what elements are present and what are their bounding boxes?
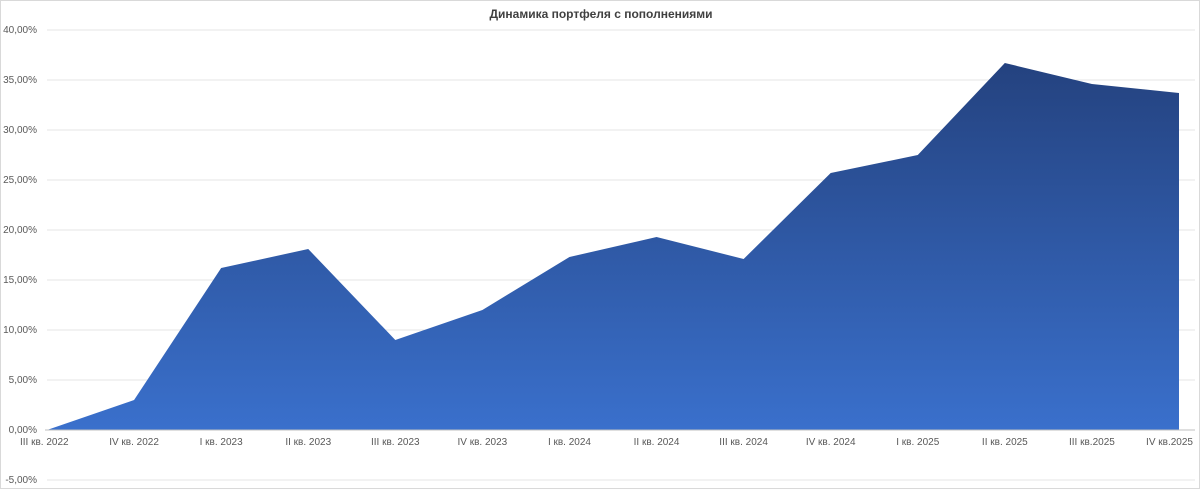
- x-tick-label: IV кв.2025: [1146, 437, 1193, 448]
- chart-title: Динамика портфеля с пополнениями: [489, 7, 713, 21]
- x-tick-label: I кв. 2025: [896, 437, 939, 448]
- y-tick-label: 35,00%: [3, 75, 37, 86]
- x-tick-label: I кв. 2023: [200, 437, 243, 448]
- y-tick-label: 20,00%: [3, 225, 37, 236]
- y-tick-label: 25,00%: [3, 175, 37, 186]
- x-tick-label: I кв. 2024: [548, 437, 591, 448]
- x-tick-label: IV кв. 2022: [109, 437, 159, 448]
- x-tick-label: III кв. 2023: [371, 437, 420, 448]
- x-tick-label: III кв. 2022: [20, 437, 69, 448]
- area-series: [47, 63, 1179, 430]
- y-axis-tick-labels: -5,00% 0,00% 5,00% 10,00% 15,00% 20,00% 25,00%…: [3, 25, 37, 486]
- x-tick-label: III кв. 2024: [719, 437, 768, 448]
- x-tick-label: III кв.2025: [1069, 437, 1115, 448]
- x-tick-label: IV кв. 2024: [806, 437, 856, 448]
- x-tick-label: IV кв. 2023: [458, 437, 508, 448]
- x-tick-label: II кв. 2023: [285, 437, 331, 448]
- y-tick-label: 30,00%: [3, 125, 37, 136]
- x-tick-label: II кв. 2024: [634, 437, 680, 448]
- x-tick-label: II кв. 2025: [982, 437, 1028, 448]
- y-tick-label: 40,00%: [3, 25, 37, 36]
- y-tick-label: 5,00%: [9, 375, 37, 386]
- y-tick-label: 15,00%: [3, 275, 37, 286]
- area-fill: [47, 63, 1179, 430]
- x-axis-tick-labels: III кв. 2022 IV кв. 2022 I кв. 2023 II кв. …: [20, 437, 1193, 448]
- y-tick-label: 10,00%: [3, 325, 37, 336]
- y-tick-label: 0,00%: [9, 425, 37, 436]
- y-tick-label: -5,00%: [5, 475, 37, 486]
